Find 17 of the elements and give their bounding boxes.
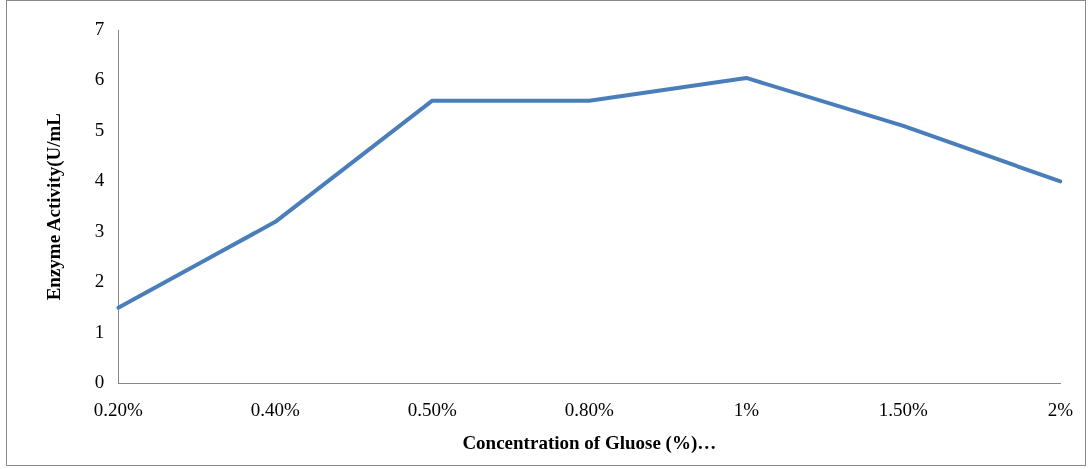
x-tick-label: 0.80% xyxy=(564,398,615,420)
x-tick-label: 0.50% xyxy=(407,398,458,420)
y-tick-label: 1 xyxy=(94,320,105,342)
y-tick-label: 3 xyxy=(94,219,105,241)
x-tick-label: 1% xyxy=(733,398,760,420)
y-axis-title: Enzyme Activity(U/mL xyxy=(43,113,66,301)
x-tick-label: 0.40% xyxy=(250,398,301,420)
x-tick-label: 1.50% xyxy=(878,398,929,420)
x-tick-label: 2% xyxy=(1047,398,1074,420)
y-tick-label: 5 xyxy=(94,118,105,140)
y-tick-label: 7 xyxy=(94,17,105,39)
y-tick-label: 2 xyxy=(94,270,105,292)
y-tick-label: 4 xyxy=(94,169,105,191)
x-axis-title: Concentration of Gluose (%)… xyxy=(462,431,717,454)
y-tick-label: 0 xyxy=(94,371,105,393)
y-tick-label: 6 xyxy=(94,68,105,90)
x-tick-label: 0.20% xyxy=(93,398,144,420)
